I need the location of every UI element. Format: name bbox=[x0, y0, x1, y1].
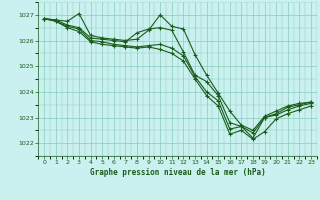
X-axis label: Graphe pression niveau de la mer (hPa): Graphe pression niveau de la mer (hPa) bbox=[90, 168, 266, 177]
